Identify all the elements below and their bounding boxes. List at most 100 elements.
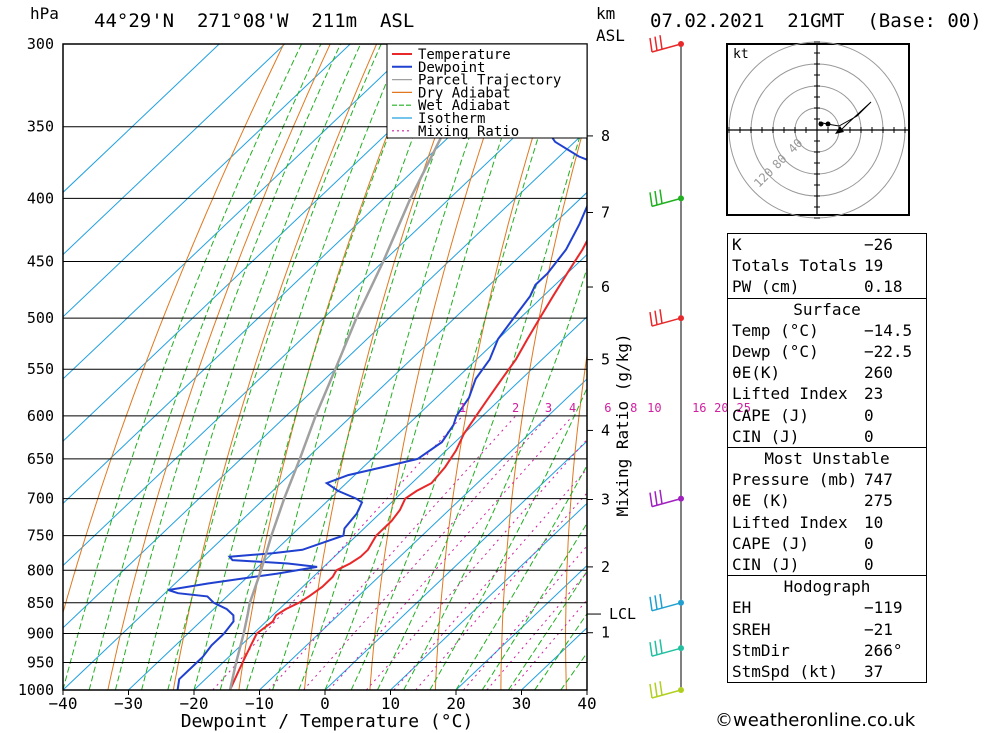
wet-adiabat-line xyxy=(350,44,570,690)
mixing-ratio-axis-label: Mixing Ratio (g/kg) xyxy=(613,333,632,516)
km-tick-label: 8 xyxy=(601,127,610,145)
sreh-label: SREH xyxy=(732,619,771,639)
km-tick-label: 1 xyxy=(601,624,610,642)
mu-cape-value: 0 xyxy=(864,533,874,553)
wind-barb-flag xyxy=(649,683,653,699)
wind-barb-flag xyxy=(654,640,658,655)
x-tick-label: 40 xyxy=(577,694,596,713)
mixing-ratio-line xyxy=(328,415,573,690)
stmspd-label: StmSpd (kt) xyxy=(732,662,838,682)
wet-adiabat-line xyxy=(141,44,361,690)
wet-adiabat-line xyxy=(455,464,587,690)
dry-adiabat-line xyxy=(565,352,587,690)
dry-adiabat-line xyxy=(238,44,424,690)
k-value: −26 xyxy=(864,235,893,254)
mixing-ratio-label: 3 xyxy=(545,401,552,415)
mu-cin-value: 0 xyxy=(864,555,874,575)
table-row: Totals Totals 19 xyxy=(728,255,927,276)
mixing-ratio-line xyxy=(415,492,587,690)
wet-adiabat-line xyxy=(193,44,404,690)
wind-barb-shaft xyxy=(651,602,682,612)
dry-adiabat-line xyxy=(369,44,517,690)
hodograph-unit-label: kt xyxy=(733,47,749,62)
mixing-ratio-line xyxy=(463,545,587,690)
mixing-ratio-line xyxy=(303,415,549,690)
wind-barb-flag xyxy=(649,642,653,657)
pressure-unit-label: hPa xyxy=(30,4,59,23)
location-label: 44°29'N 271°08'W 211m ASL xyxy=(94,10,415,32)
mixing-ratio-label: 20 xyxy=(714,401,728,415)
wind-barb-flag xyxy=(654,682,658,697)
surface-title: Surface xyxy=(727,297,927,320)
x-tick-label: 30 xyxy=(512,694,531,713)
table-row: θE (K) 275 xyxy=(728,490,927,511)
wind-barb-flag xyxy=(654,310,658,325)
x-tick-label: −30 xyxy=(114,694,143,713)
table-row: Hodograph xyxy=(727,575,927,598)
km-tick-label: 4 xyxy=(601,421,610,439)
table-row: CAPE (J) 0 xyxy=(728,533,927,554)
wind-barb-flag xyxy=(654,595,658,610)
table-row: Dewp (°C) −22.5 xyxy=(728,341,927,362)
pressure-tick-label: 850 xyxy=(27,594,54,612)
lcl-label: LCL xyxy=(609,605,636,623)
wind-barb-flag xyxy=(654,190,658,206)
isotherm-line xyxy=(63,44,220,194)
isotherm-line xyxy=(63,44,417,380)
stmdir-label: StmDir xyxy=(732,640,790,660)
surface-cape-value: 0 xyxy=(864,405,874,425)
mu-pressure-value: 747 xyxy=(864,470,893,490)
storm-motion-marker xyxy=(835,126,844,134)
mixing-ratio-line xyxy=(268,415,517,690)
isotherm-line xyxy=(259,378,587,690)
dry-adiabat-line xyxy=(968,26,1000,690)
wind-barb-flag xyxy=(654,491,658,506)
stmspd-value: 37 xyxy=(864,662,884,682)
km-tick-label: 6 xyxy=(601,278,610,296)
km-label: km xyxy=(596,4,616,23)
dry-adiabat-line xyxy=(172,44,378,690)
pressure-tick-label: 950 xyxy=(27,653,54,671)
pressure-tick-label: 600 xyxy=(27,407,54,425)
mixing-ratio-label: 16 xyxy=(692,401,706,415)
mixing-ratio-line xyxy=(510,599,587,690)
hodograph-title: Hodograph xyxy=(727,575,927,598)
asl-label: ASL xyxy=(596,26,625,45)
mixing-ratio-line xyxy=(393,468,587,690)
most-unstable-title: Most Unstable xyxy=(727,447,927,470)
wind-barb-flag xyxy=(659,681,663,696)
temperature-line xyxy=(229,238,587,690)
tt-value: 19 xyxy=(864,256,884,276)
mu-cape-label: CAPE (J) xyxy=(732,533,810,553)
wind-barb-flag xyxy=(659,593,663,609)
x-tick-label: −40 xyxy=(49,694,78,713)
surface-li-label: Lifted Index xyxy=(732,384,848,404)
wet-adiabat-line xyxy=(114,44,341,690)
legend-label: Temperature xyxy=(418,47,511,63)
pressure-tick-label: 550 xyxy=(27,360,54,378)
surface-temp-label: Temp (°C) xyxy=(732,320,819,340)
hodograph-point xyxy=(825,121,831,127)
isotherm-line xyxy=(128,253,587,690)
dry-adiabat-line xyxy=(63,44,285,615)
isotherm-line xyxy=(63,191,587,690)
isotherm-line xyxy=(455,564,587,690)
wind-barb-flag xyxy=(649,596,653,611)
wet-adiabat-line xyxy=(272,44,475,690)
mu-thetae-value: 275 xyxy=(864,491,893,511)
pressure-tick-label: 700 xyxy=(27,490,54,508)
hodograph-point xyxy=(818,121,824,127)
dry-adiabat-line xyxy=(107,44,331,690)
table-row: CIN (J) 0 xyxy=(728,426,927,448)
table-row: EH −119 xyxy=(728,597,927,618)
table-row: K −26 xyxy=(728,234,927,256)
table-row: CIN (J) 0 xyxy=(728,554,927,576)
wind-barb-flag xyxy=(659,309,663,324)
table-row: Surface xyxy=(727,297,927,320)
x-axis-label: Dewpoint / Temperature (°C) xyxy=(181,711,474,732)
indices-table: K −26 Totals Totals 19 PW (cm) 0.18 Surface… xyxy=(727,233,927,684)
copyright-text[interactable]: ©weatheronline.co.uk xyxy=(715,710,916,731)
dry-adiabat-line xyxy=(500,115,587,690)
eh-label: EH xyxy=(732,598,752,618)
